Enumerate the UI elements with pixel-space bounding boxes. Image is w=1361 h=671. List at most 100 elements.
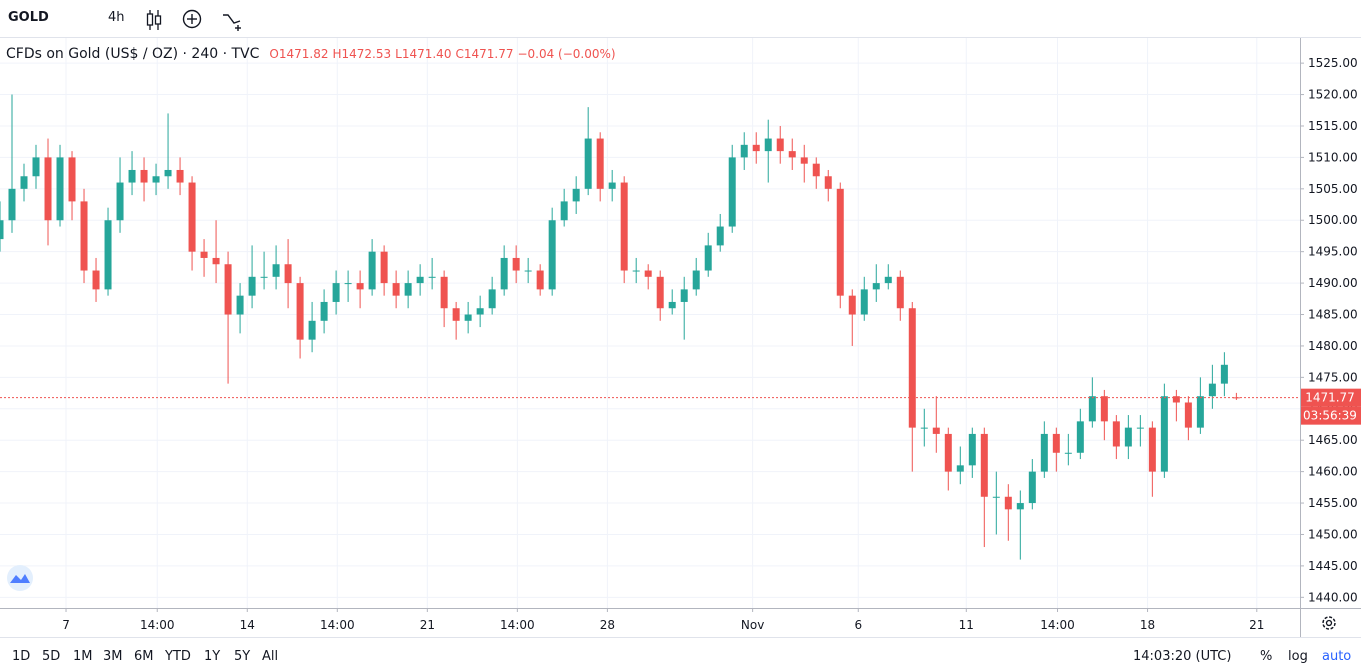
x-tick-label: 28: [600, 618, 615, 632]
candle-body: [128, 169, 136, 183]
candle-body: [104, 220, 112, 290]
compare-icon[interactable]: [182, 9, 202, 29]
candle-body: [560, 201, 568, 221]
candle-body: [224, 264, 232, 315]
settings-icon[interactable]: [1322, 616, 1336, 630]
legend-title: CFDs on Gold (US$ / OZ) · 240 · TVC: [6, 46, 260, 62]
candle-body: [80, 201, 88, 271]
symbol[interactable]: GOLD: [8, 10, 49, 25]
y-tick-label: 1450.00: [1308, 527, 1358, 541]
candle-body: [92, 270, 100, 290]
candle-body: [368, 251, 376, 290]
candle-body: [116, 182, 124, 221]
clock: 14:03:20 (UTC): [1133, 649, 1232, 664]
candle-body: [848, 295, 856, 315]
grid: [0, 38, 1300, 608]
candle-body: [476, 308, 484, 315]
candle-body: [248, 276, 256, 296]
candle-body: [320, 301, 328, 321]
candle-body: [212, 257, 220, 265]
candle-body: [608, 182, 616, 189]
candle-body: [716, 226, 724, 246]
x-tick-label: 14:00: [320, 618, 355, 632]
range-button[interactable]: YTD: [165, 649, 191, 664]
candles-icon[interactable]: [146, 10, 162, 30]
x-tick-label: 14:00: [500, 618, 535, 632]
scale-option[interactable]: log: [1288, 649, 1308, 664]
range-button[interactable]: 1M: [73, 649, 93, 664]
candle-body: [620, 182, 628, 271]
x-tick-label: 7: [62, 618, 70, 632]
x-tick-label: 14: [240, 618, 255, 632]
candle-body: [920, 427, 928, 429]
candle-body: [1220, 364, 1228, 384]
scale-option[interactable]: %: [1260, 649, 1273, 664]
candle-body: [644, 270, 652, 277]
legend: CFDs on Gold (US$ / OZ) · 240 · TVC O 1471…: [6, 46, 616, 62]
candle-body: [896, 276, 904, 309]
y-tick-label: 1440.00: [1308, 590, 1358, 604]
y-tick-label: 1455.00: [1308, 496, 1358, 510]
candle-body: [1052, 433, 1060, 453]
countdown-box: [1301, 406, 1361, 425]
top-toolbar: GOLD 4h: [0, 0, 1361, 38]
price-label: 1471.77: [1305, 391, 1355, 405]
interval[interactable]: 4h: [108, 10, 125, 25]
x-tick-label: 11: [959, 618, 974, 632]
range-button[interactable]: 5D: [42, 649, 61, 664]
y-tick-label: 1475.00: [1308, 370, 1358, 384]
range-button[interactable]: 1D: [12, 649, 31, 664]
candle-body: [1004, 496, 1012, 510]
candle-body: [1112, 421, 1120, 447]
ohlc-value: 1471.77: [463, 47, 514, 61]
candle-body: [596, 138, 604, 189]
candle-body: [296, 283, 304, 340]
scale-option[interactable]: auto: [1322, 649, 1352, 664]
candle-body: [464, 314, 472, 321]
candle-body: [800, 157, 808, 164]
candle-body: [164, 169, 172, 177]
x-tick-label: 6: [854, 618, 862, 632]
y-tick-label: 1500.00: [1308, 213, 1358, 227]
range-button[interactable]: 6M: [134, 649, 154, 664]
y-tick-label: 1485.00: [1308, 308, 1358, 322]
axes: 1440.00 1445.00 1450.00 1455.00 1460.00 1465.…: [62, 56, 1361, 632]
ohlc-prefix: H: [332, 47, 342, 61]
candle-body: [404, 283, 412, 296]
range-button[interactable]: 3M: [103, 649, 123, 664]
candle-body: [236, 295, 244, 315]
logo[interactable]: [7, 565, 33, 591]
candle-body: [1160, 396, 1168, 472]
range-button[interactable]: All: [262, 649, 279, 664]
candle-body: [176, 169, 184, 183]
candle-body: [968, 433, 976, 466]
ohlc-prefix: O: [269, 47, 279, 61]
candle-body: [680, 289, 688, 302]
candle-body: [1184, 402, 1192, 428]
candle-body: [1016, 503, 1024, 510]
countdown: 03:56:39: [1303, 409, 1357, 423]
candle-body: [728, 157, 736, 227]
candle-body: [332, 283, 340, 302]
candle-body: [416, 276, 424, 284]
candle-body: [548, 220, 556, 290]
x-tick-label: Nov: [741, 618, 764, 632]
candle-body: [1172, 396, 1180, 403]
range-button[interactable]: 1Y: [204, 649, 221, 664]
candle-body: [860, 289, 868, 315]
candle-body: [584, 138, 592, 189]
candle-body: [788, 151, 796, 158]
plot-area: [0, 94, 1300, 560]
candle-body: [536, 270, 544, 290]
y-tick-label: 1520.00: [1308, 88, 1358, 102]
y-tick-label: 1445.00: [1308, 559, 1358, 573]
candle-body: [1040, 433, 1048, 472]
candle-body: [392, 283, 400, 296]
candle-body: [884, 276, 892, 284]
range-button[interactable]: 5Y: [234, 649, 251, 664]
indicators-icon[interactable]: [223, 14, 241, 31]
candle-body: [452, 308, 460, 321]
candle-body: [284, 264, 292, 284]
candle-body: [428, 276, 436, 278]
